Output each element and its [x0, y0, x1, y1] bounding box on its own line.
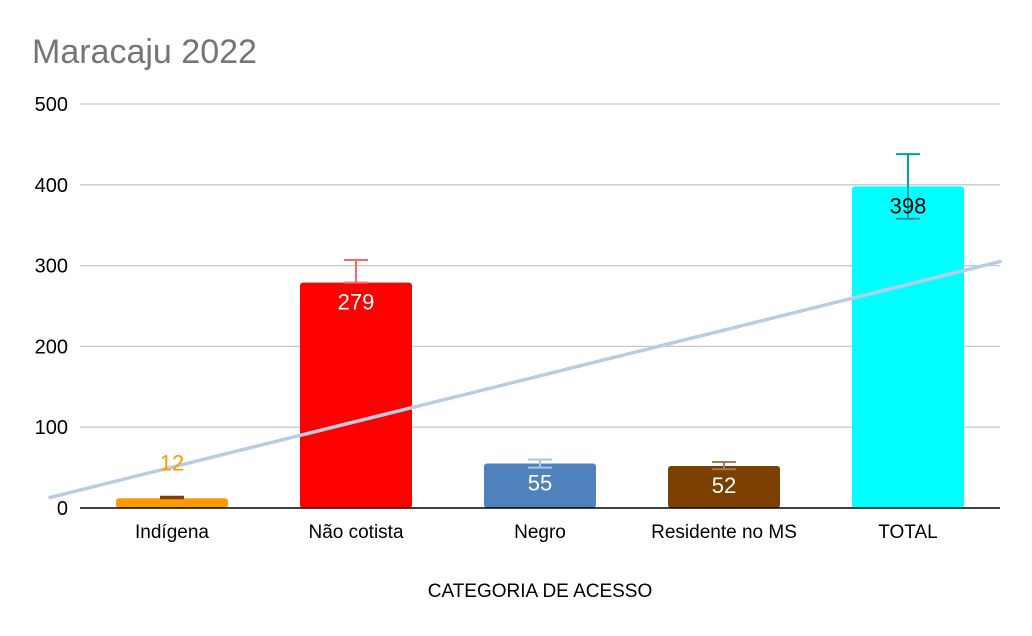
x-axis-title: CATEGORIA DE ACESSO — [428, 581, 653, 602]
data-label: 279 — [338, 290, 375, 315]
y-tick-label: 300 — [35, 256, 68, 278]
gridlines — [80, 103, 1000, 428]
error-bars — [160, 153, 920, 500]
data-label: 398 — [890, 193, 927, 218]
x-tick-label: Residente no MS — [651, 522, 797, 543]
data-label: 52 — [712, 473, 736, 498]
y-axis-ticks: 0 100 200 300 400 500 — [35, 94, 68, 520]
x-tick-label: Negro — [514, 522, 566, 543]
y-tick-label: 400 — [35, 175, 68, 197]
bar — [668, 465, 780, 508]
y-tick-label: 100 — [35, 417, 68, 439]
chart-title: Maracaju 2022 — [32, 33, 257, 71]
x-tick-label: Indígena — [135, 522, 209, 543]
x-axis-ticks: Indígena Não cotista Negro Residente no MS T… — [135, 522, 938, 543]
bar — [300, 282, 412, 508]
bar — [852, 186, 964, 508]
bar — [484, 463, 596, 508]
data-label: 55 — [528, 471, 552, 496]
data-labels: 12 279 55 52 398 — [160, 193, 927, 498]
x-tick-label: Não cotista — [308, 522, 403, 543]
data-label: 12 — [160, 450, 184, 475]
x-tick-label: TOTAL — [878, 522, 937, 543]
y-tick-label: 500 — [35, 94, 68, 116]
y-tick-label: 0 — [57, 498, 68, 520]
trendline-line — [48, 259, 1002, 500]
y-tick-label: 200 — [35, 336, 68, 358]
bars — [80, 186, 1000, 509]
trendline — [48, 259, 1002, 500]
bar — [116, 498, 228, 508]
